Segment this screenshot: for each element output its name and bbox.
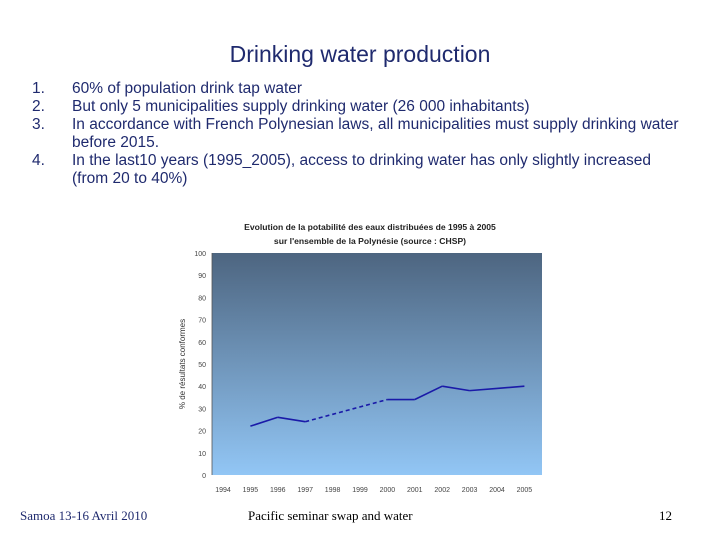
bullet-item: 3. In accordance with French Polynesian … [30,116,690,152]
x-tick-label: 2004 [489,487,505,494]
plot-area [212,253,542,475]
y-tick-label: 0 [202,473,206,480]
x-tick-label: 1999 [352,487,368,494]
series-segment [442,385,470,392]
x-tick-label: 2005 [517,487,533,494]
x-tick-label: 2003 [462,487,478,494]
page-number: 12 [659,508,672,523]
bullet-number: 1. [32,80,45,97]
x-tick-label: 1994 [215,487,231,494]
x-tick-label: 1996 [270,487,286,494]
y-tick-labels: 0 10 20 30 40 50 60 70 80 90 100 [194,251,206,480]
chart-title: Evolution de la potabilité des eaux dist… [244,222,496,232]
bullet-item: 2. But only 5 municipalities supply drin… [30,98,690,116]
slide-title: Drinking water production [229,41,491,67]
y-tick-label: 70 [198,318,206,325]
x-tick-label: 1997 [297,487,313,494]
bullet-number: 4. [32,152,45,169]
bullet-list: 1. 60% of population drink tap water 2. … [30,80,690,188]
series-segment-estimated [304,398,388,423]
y-tick-label: 30 [198,406,206,413]
y-tick-label: 100 [194,251,206,258]
bullet-text: In the last10 years (1995_2005), access … [72,152,651,187]
x-tick-label: 2001 [407,487,423,494]
footer-seminar: Pacific seminar swap and water [248,508,413,523]
bullet-text: 60% of population drink tap water [72,80,303,97]
y-tick-label: 20 [198,429,206,436]
potability-line-chart: Evolution de la potabilité des eaux dist… [178,222,542,494]
series-segment [414,385,443,401]
y-tick-label: 80 [198,295,206,302]
footer-event: Samoa 13-16 Avril 2010 [20,508,148,523]
x-tick-label: 2000 [380,487,396,494]
x-tick-label: 2002 [434,487,450,494]
y-tick-label: 90 [198,273,206,280]
series-segment [469,387,498,392]
series-segment [250,416,279,427]
bullet-text: In accordance with French Polynesian law… [72,116,679,151]
x-tick-label: 1998 [325,487,341,494]
y-tick-label: 10 [198,451,206,458]
bullet-number: 2. [32,98,45,115]
y-tick-label: 60 [198,340,206,347]
series-segment [277,416,306,423]
bullet-item: 1. 60% of population drink tap water [30,80,690,98]
series-segment [496,385,525,390]
y-tick-label: 40 [198,384,206,391]
series-line [250,385,525,427]
bullet-text: But only 5 municipalities supply drinkin… [72,98,530,115]
y-axis-label: % de résultats conformes [178,319,187,409]
x-tick-labels: 1994 1995 1996 1997 1998 1999 2000 2001 2002 2003… [215,487,532,494]
y-tick-label: 50 [198,362,206,369]
bullet-item: 4. In the last10 years (1995_2005), acce… [30,152,690,188]
bullet-number: 3. [32,116,45,133]
x-tick-label: 1995 [243,487,259,494]
chart-subtitle: sur l'ensemble de la Polynésie (source :… [274,236,466,246]
